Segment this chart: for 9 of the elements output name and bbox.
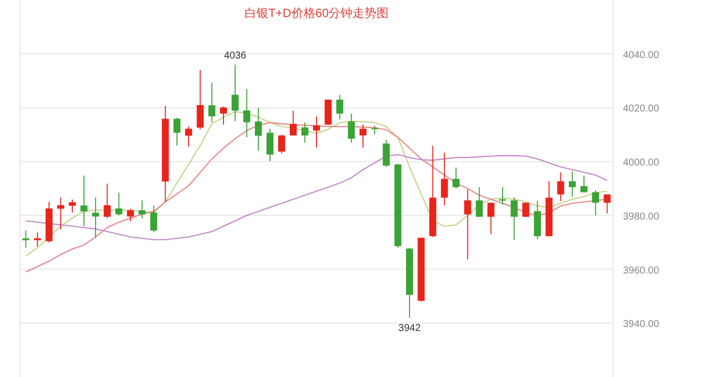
y-tick-label: 3960.00 [623,265,660,276]
annotation: 4036 [224,50,247,62]
annotation: 3942 [398,322,422,334]
text: 白银T+D价格60分钟走势图 [244,6,389,20]
y-tick-label: 4000.00 [623,158,660,169]
y-tick-label: 4040.00 [623,50,660,61]
y-tick-label: 4020.00 [623,104,660,115]
y-tick-label: 3940.00 [623,319,660,330]
y-tick-label: 3980.00 [623,211,660,222]
